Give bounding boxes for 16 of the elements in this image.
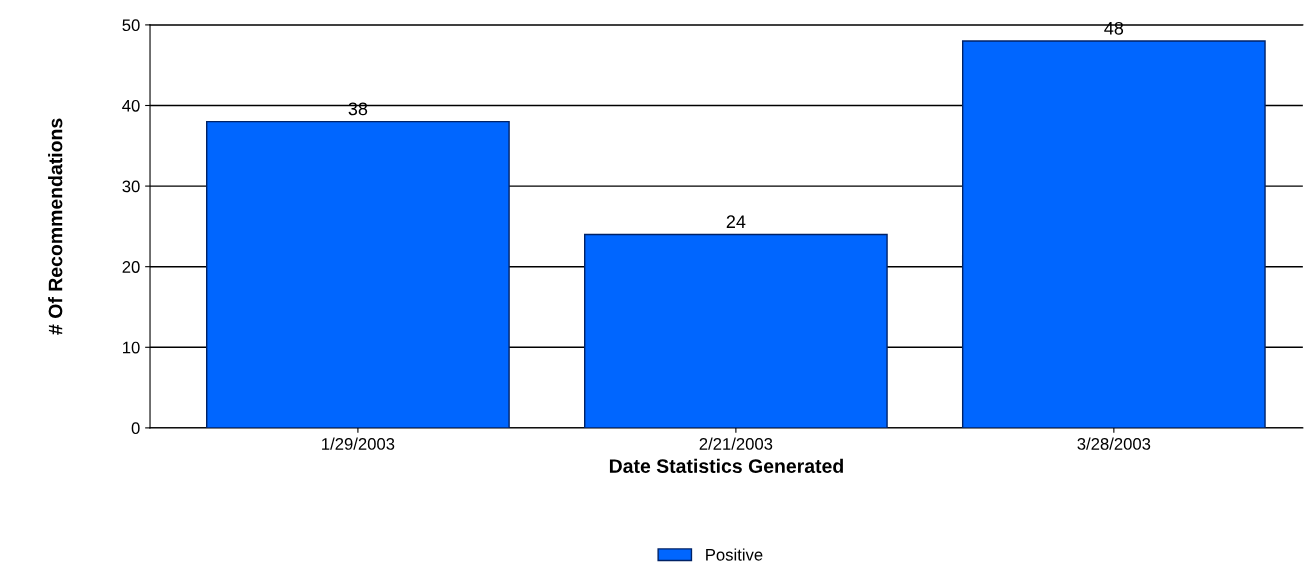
bar <box>206 120 510 428</box>
y-tick-label: 50 <box>122 19 140 32</box>
y-tick-label: 40 <box>122 99 140 112</box>
bar <box>961 40 1266 428</box>
data-label: 24 <box>726 215 746 228</box>
y-tick-label: 30 <box>122 180 140 193</box>
legend-label: Positive <box>706 548 763 561</box>
y-tick-label: 20 <box>122 261 140 273</box>
bar <box>583 233 888 428</box>
y-axis-title: # Of Recommendations <box>48 118 63 335</box>
y-tick-label: 0 <box>131 422 140 435</box>
x-axis-title: Date Statistics Generated <box>609 458 843 473</box>
y-tick-label: 10 <box>123 341 140 354</box>
x-tick-label: 2/21/2003 <box>699 437 773 450</box>
x-tick-label: 1/29/2003 <box>322 437 395 450</box>
x-tick-label: 3/28/2003 <box>1077 437 1151 450</box>
